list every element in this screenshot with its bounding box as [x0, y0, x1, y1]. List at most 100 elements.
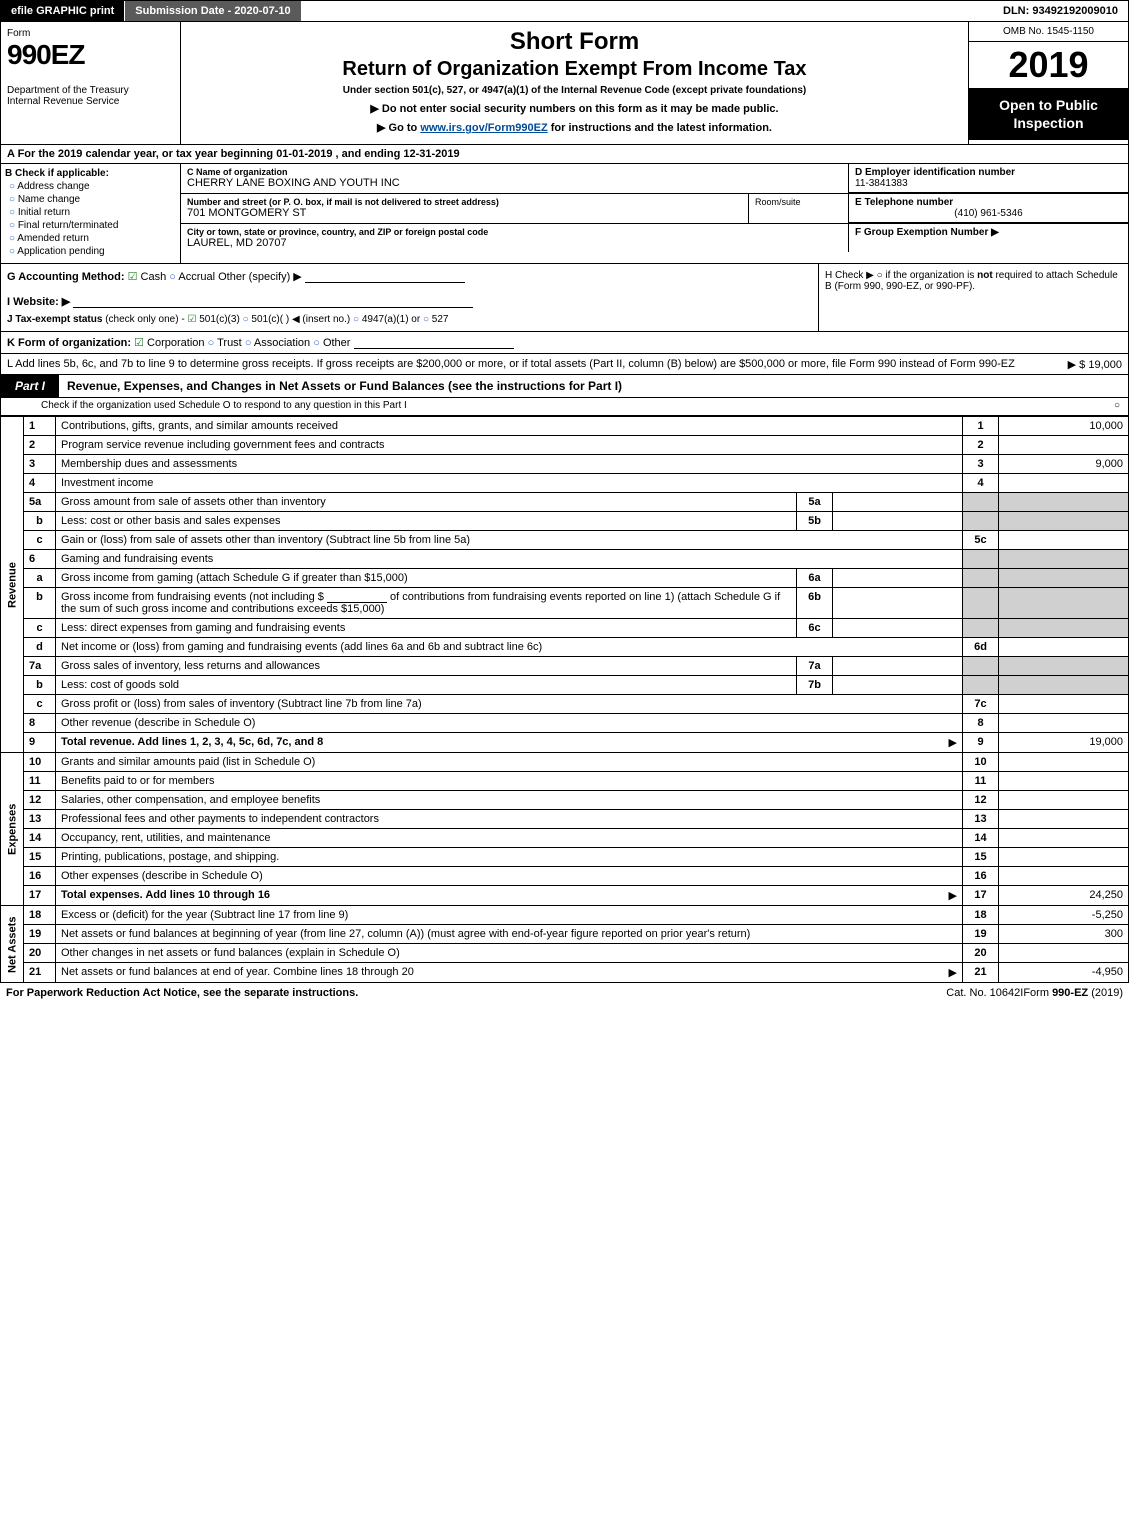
l18-text: Excess or (deficit) for the year (Subtra… [61, 909, 348, 921]
irs-label: Internal Revenue Service [7, 96, 174, 107]
line-21: 21 Net assets or fund balances at end of… [1, 963, 1129, 983]
l7a-grey1 [963, 657, 999, 676]
g-other-input[interactable] [305, 271, 465, 283]
l5b-num: b [24, 512, 56, 531]
l3-num: 3 [24, 455, 56, 474]
chk-amended-return[interactable]: Amended return [5, 233, 176, 244]
l6a-text: Gross income from gaming (attach Schedul… [61, 572, 408, 584]
l18-val: -5,250 [999, 906, 1129, 925]
irs-link[interactable]: www.irs.gov/Form990EZ [420, 122, 547, 134]
chk-final-return[interactable]: Final return/terminated [5, 220, 176, 231]
chk-cash[interactable]: Cash [128, 271, 167, 283]
l6b-text1: Gross income from fundraising events (no… [61, 591, 324, 603]
efile-print-button[interactable]: efile GRAPHIC print [1, 1, 125, 21]
l6c-grey2 [999, 619, 1129, 638]
line-2: 2 Program service revenue including gove… [1, 436, 1129, 455]
chk-corporation[interactable]: Corporation [134, 337, 204, 349]
l20-box: 20 [963, 944, 999, 963]
l7c-text: Gross profit or (loss) from sales of inv… [61, 698, 422, 710]
tax-year: 2019 [969, 42, 1128, 88]
l3-box: 3 [963, 455, 999, 474]
l19-num: 19 [24, 925, 56, 944]
l6c-ibox: 6c [797, 619, 833, 638]
chk-application-pending[interactable]: Application pending [5, 246, 176, 257]
l-value: 19,000 [1088, 359, 1122, 371]
l3-val: 9,000 [999, 455, 1129, 474]
l6a-ival [833, 569, 963, 588]
l7b-num: b [24, 676, 56, 695]
k-label: K Form of organization: [7, 337, 131, 349]
k-other-input[interactable] [354, 337, 514, 349]
line-4: 4 Investment income 4 [1, 474, 1129, 493]
l10-val [999, 753, 1129, 772]
l6b-num: b [24, 588, 56, 619]
l5a-ibox: 5a [797, 493, 833, 512]
line-5c: c Gain or (loss) from sale of assets oth… [1, 531, 1129, 550]
chk-527[interactable]: 527 [423, 314, 449, 325]
l17-box: 17 [963, 886, 999, 906]
footer-right-form: 990-EZ [1052, 987, 1088, 999]
l7c-num: c [24, 695, 56, 714]
d-label: D Employer identification number [855, 167, 1122, 178]
chk-other-org[interactable]: Other [313, 337, 350, 349]
submission-date-button[interactable]: Submission Date - 2020-07-10 [125, 1, 301, 21]
l7b-grey1 [963, 676, 999, 695]
header-right: OMB No. 1545-1150 2019 Open to Public In… [968, 22, 1128, 144]
chk-501c[interactable]: 501(c)( ) ◀ (insert no.) [243, 314, 351, 325]
street-value: 701 MONTGOMERY ST [187, 207, 742, 219]
l4-text: Investment income [61, 477, 153, 489]
chk-association[interactable]: Association [245, 337, 310, 349]
l19-box: 19 [963, 925, 999, 944]
l21-text: Net assets or fund balances at end of ye… [61, 966, 414, 978]
l7b-ival [833, 676, 963, 695]
line-6c: c Less: direct expenses from gaming and … [1, 619, 1129, 638]
l4-val [999, 474, 1129, 493]
b-header: B Check if applicable: [5, 168, 176, 179]
website-input[interactable] [73, 296, 473, 308]
top-bar: efile GRAPHIC print Submission Date - 20… [0, 0, 1129, 22]
side-revenue: Revenue [1, 417, 24, 753]
l19-val: 300 [999, 925, 1129, 944]
f-label: F Group Exemption Number ▶ [855, 227, 999, 238]
line-7c: c Gross profit or (loss) from sales of i… [1, 695, 1129, 714]
l5c-text: Gain or (loss) from sale of assets other… [61, 534, 470, 546]
l7a-text: Gross sales of inventory, less returns a… [61, 660, 320, 672]
l14-num: 14 [24, 829, 56, 848]
part1-header: Part I Revenue, Expenses, and Changes in… [0, 375, 1129, 398]
l8-box: 8 [963, 714, 999, 733]
footer-right-pre: Form [1023, 987, 1052, 999]
chk-address-change[interactable]: Address change [5, 181, 176, 192]
l12-val [999, 791, 1129, 810]
form-header: Form 990EZ Department of the Treasury In… [0, 22, 1129, 145]
room-label: Room/suite [755, 197, 801, 207]
part1-sub-check[interactable]: ○ [1114, 400, 1120, 411]
line-14: 14 Occupancy, rent, utilities, and maint… [1, 829, 1129, 848]
l11-num: 11 [24, 772, 56, 791]
l5a-num: 5a [24, 493, 56, 512]
l1-num: 1 [24, 417, 56, 436]
l20-text: Other changes in net assets or fund bala… [61, 947, 400, 959]
l5a-grey1 [963, 493, 999, 512]
l6c-num: c [24, 619, 56, 638]
chk-accrual[interactable]: Accrual [169, 271, 215, 283]
chk-name-change[interactable]: Name change [5, 194, 176, 205]
chk-trust[interactable]: Trust [208, 337, 242, 349]
l8-val [999, 714, 1129, 733]
l7b-text: Less: cost of goods sold [61, 679, 179, 691]
instructions-line: ▶ Go to www.irs.gov/Form990EZ for instru… [189, 121, 960, 134]
l6d-num: d [24, 638, 56, 657]
chk-501c3[interactable]: 501(c)(3) [187, 314, 239, 325]
line-6d: d Net income or (loss) from gaming and f… [1, 638, 1129, 657]
footer-formref: Form 990-EZ (2019) [1023, 987, 1123, 999]
line-6a: a Gross income from gaming (attach Sched… [1, 569, 1129, 588]
topbar-spacer [302, 1, 993, 21]
l6a-num: a [24, 569, 56, 588]
l6b-amount-input[interactable] [327, 591, 387, 603]
l1-val: 10,000 [999, 417, 1129, 436]
l7a-num: 7a [24, 657, 56, 676]
chk-4947[interactable]: 4947(a)(1) or [353, 314, 420, 325]
chk-initial-return[interactable]: Initial return [5, 207, 176, 218]
l15-val [999, 848, 1129, 867]
line-5a: 5a Gross amount from sale of assets othe… [1, 493, 1129, 512]
line-9: 9 Total revenue. Add lines 1, 2, 3, 4, 5… [1, 733, 1129, 753]
